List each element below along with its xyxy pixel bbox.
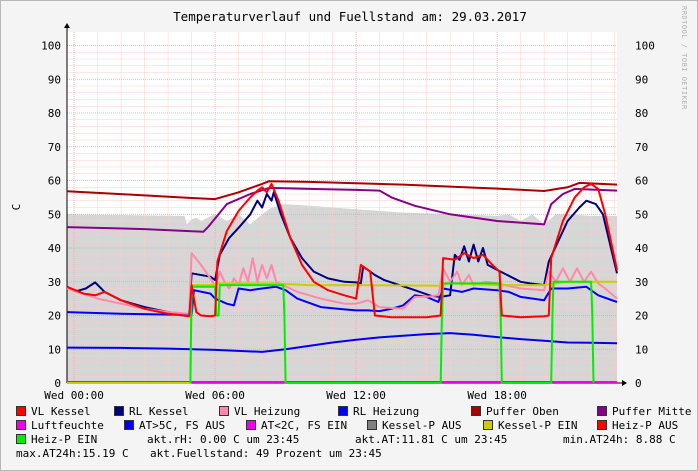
legend-item: Heiz-P EIN	[16, 433, 97, 446]
legend-swatch	[483, 420, 493, 430]
y-tick-label-left: 50	[48, 208, 61, 221]
y-tick-label-left: 80	[48, 107, 61, 120]
y-tick-label-right: 80	[635, 107, 648, 120]
y-tick-label-right: 100	[635, 40, 655, 53]
series-line-9	[66, 182, 618, 319]
y-axis-label: C	[10, 204, 23, 211]
y-tick-label-right: 0	[635, 377, 642, 390]
legend-item: RL Heizung	[338, 405, 419, 418]
legend-swatch	[246, 420, 256, 430]
legend-item: Luftfeuchte	[16, 419, 104, 432]
y-tick-label-right: 60	[635, 175, 648, 188]
legend-swatch	[124, 420, 134, 430]
legend-label: Puffer Oben	[486, 405, 559, 418]
y-tick-label-right: 40	[635, 242, 648, 255]
series-line-7	[67, 280, 617, 384]
legend-swatch	[219, 406, 229, 416]
legend-label: Luftfeuchte	[31, 419, 104, 432]
legend-label: Heiz-P AUS	[612, 419, 679, 432]
legend-item: Puffer Oben	[471, 405, 559, 418]
legend-label: AT>5C, FS AUS	[139, 419, 226, 432]
chart-title: Temperaturverlauf und Fuellstand am: 29.…	[173, 9, 527, 24]
legend-item: VL Kessel	[16, 405, 91, 418]
info-min-at: min.AT24h: 8.88 C	[563, 433, 676, 446]
legend-swatch	[114, 406, 124, 416]
y-tick-label-right: 70	[635, 141, 648, 154]
x-tick-label: Wed 12:00	[326, 389, 386, 402]
legend-swatch	[597, 406, 607, 416]
y-tick-label-right: 30	[635, 276, 648, 289]
y-tick-label-left: 10	[48, 343, 61, 356]
legend-label: VL Kessel	[31, 405, 91, 418]
legend-label: Kessel-P AUS	[382, 419, 462, 432]
y-axis-arrow	[64, 23, 70, 28]
legend-label: Kessel-P EIN	[498, 419, 578, 432]
legend-label: Heiz-P EIN	[31, 433, 98, 446]
x-tick-label: Wed 00:00	[44, 389, 104, 402]
legend-item: Kessel-P AUS	[367, 419, 461, 432]
x-tick-label: Wed 18:00	[467, 389, 527, 402]
y-tick-label-left: 90	[48, 73, 61, 86]
legend-swatch	[338, 406, 348, 416]
legend-swatch	[597, 420, 607, 430]
y-tick-label-right: 20	[635, 310, 648, 323]
info-akt-rh: akt.rH: 0.00 C um 23:45	[147, 433, 300, 446]
y-tick-label-left: 40	[48, 242, 61, 255]
legend-label: RL Heizung	[353, 405, 420, 418]
series-line-3	[66, 332, 618, 353]
y-tick-label-right: 10	[635, 343, 648, 356]
legend-label: VL Heizung	[234, 405, 301, 418]
watermark: RRDTOOL / TOBI OETIKER	[680, 6, 688, 110]
legend-swatch	[367, 420, 377, 430]
legend-item: VL Heizung	[219, 405, 300, 418]
legend-label: AT<2C, FS EIN	[261, 419, 348, 432]
x-axis-arrow	[622, 380, 627, 386]
info-akt-at: akt.AT:11.81 C um 23:45	[355, 433, 508, 446]
y-tick-label-right: 90	[635, 73, 648, 86]
legend-swatch	[16, 420, 26, 430]
y-tick-label-left: 100	[41, 40, 61, 53]
y-tick-label-left: 20	[48, 310, 61, 323]
series-line-8	[189, 280, 595, 384]
legend-swatch	[16, 434, 26, 444]
y-tick-label-left: 30	[48, 276, 61, 289]
legend-swatch	[16, 406, 26, 416]
legend-label: Puffer Mitte	[612, 405, 692, 418]
legend-item: AT>5C, FS AUS	[124, 419, 225, 432]
legend-item: AT<2C, FS EIN	[246, 419, 347, 432]
plot-area: 0 0 10 10 20 20 30 30 40 40 50 50 60 60 70 70 80 80 90 90 10…	[41, 23, 655, 402]
y-tick-label-right: 50	[635, 208, 648, 221]
legend-item: Puffer Mitte	[597, 405, 691, 418]
series-line-4	[66, 191, 618, 316]
legend-item: Heiz-P AUS	[597, 419, 678, 432]
info-fuellstand: akt.Fuellstand: 49 Prozent um 23:45	[150, 447, 382, 460]
info-max-at: max.AT24h:15.19 C	[16, 447, 129, 460]
y-tick-label-left: 0	[54, 377, 61, 390]
y-tick-label-left: 70	[48, 141, 61, 154]
series-line-1	[66, 180, 618, 201]
x-tick-label: Wed 06:00	[185, 389, 245, 402]
legend-item: RL Kessel	[114, 405, 189, 418]
y-tick-label-left: 60	[48, 175, 61, 188]
legend-item: Kessel-P EIN	[483, 419, 577, 432]
legend-swatch	[471, 406, 481, 416]
series-line-0	[66, 186, 618, 233]
legend-label: RL Kessel	[129, 405, 189, 418]
